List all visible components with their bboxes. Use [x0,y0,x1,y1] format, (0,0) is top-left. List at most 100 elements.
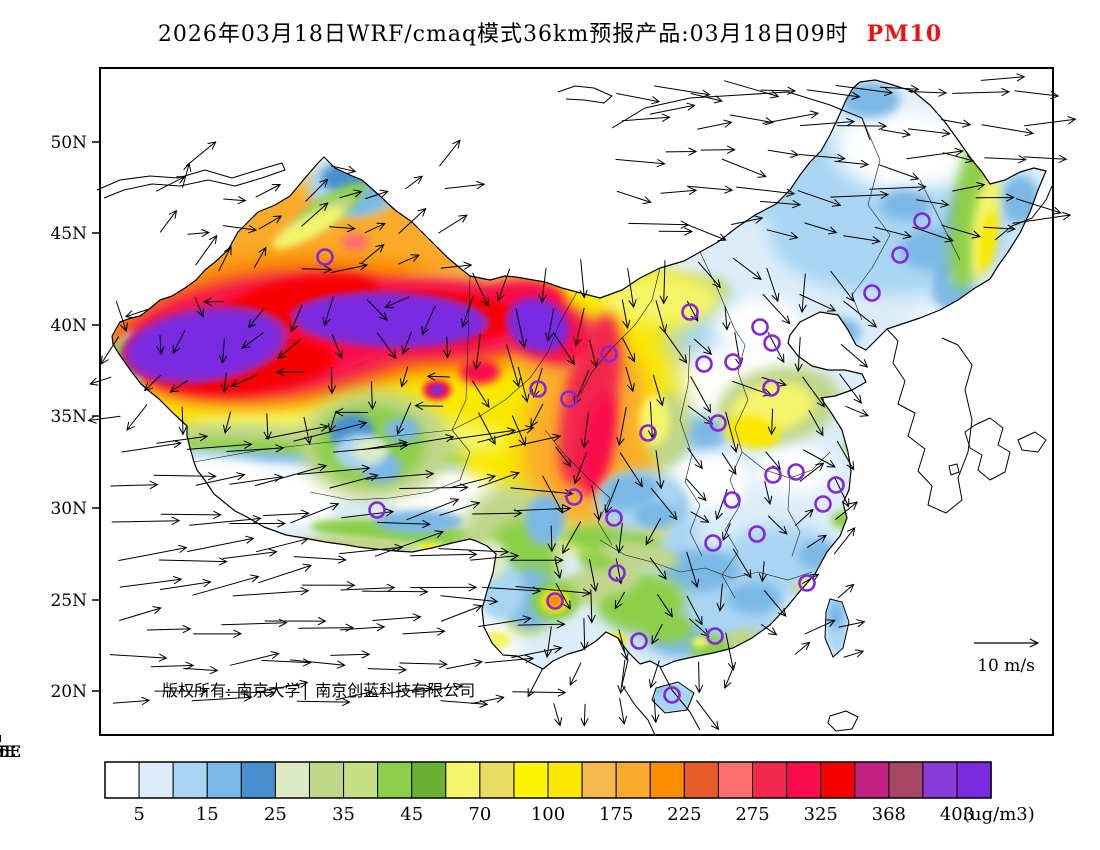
wind-arrow [569,662,582,687]
wind-arrow [908,88,948,97]
wind-arrow [591,485,602,521]
mongolia-north-border-outline [611,91,871,141]
wind-arrow [511,645,563,658]
field-blob [600,275,720,325]
wind-arrow [223,411,231,434]
wind-arrow [798,273,807,314]
wind-arrow [401,331,412,355]
wind-arrow [296,698,351,707]
wind-arrow [834,159,870,168]
wind-arrow [87,415,121,424]
wind-arrow [223,196,247,205]
province-border [309,429,471,501]
colorbar-cell [888,761,924,799]
colorbar-cell [343,761,379,799]
wind-arrow [509,556,564,565]
wind-arrow [401,434,455,446]
wind-arrow [399,366,409,388]
station-ring [724,353,742,371]
wind-arrow [305,178,329,202]
wind-arrow [835,501,858,520]
wind-arrow [687,447,703,470]
wind-arrow [795,508,814,526]
map-frame-border [99,67,1054,736]
wind-arrow [687,405,714,425]
wind-arrow [763,590,787,617]
wind-arrow [553,703,563,727]
wind-arrow [514,504,572,513]
wind-arrow [222,548,278,559]
colorbar-label: 15 [196,804,219,825]
wind-arrow [648,660,660,689]
station-ring [764,466,782,484]
wind-arrow [621,113,671,122]
colorbar-cell [240,761,276,799]
wind-arrow [589,559,599,592]
lat-tick-label: 25N [50,591,87,611]
wind-arrow [376,520,431,529]
wind-arrow [150,661,195,670]
wind-arrow [984,155,1027,164]
wind-arrow [290,304,303,333]
pollutant-label: PM10 [866,21,943,47]
wind-arrow [367,665,408,674]
wind-arrow [263,413,272,441]
wind-arrow [241,332,264,349]
colorbar-cell [581,761,617,799]
wind-arrow [195,234,218,266]
wind-arrow [301,581,356,590]
wind-arrow [686,185,734,194]
wind-arrow [663,330,688,364]
wind-arrow [258,215,283,230]
wind-arrow [506,344,521,388]
lon-tick-label: 110E [0,742,21,761]
wind-arrow [615,522,624,554]
station-ring [639,424,657,442]
wind-arrow [443,336,452,359]
wind-arrow [837,583,855,599]
wind-arrow [439,139,461,167]
wind-arrow [645,518,661,546]
wind-arrow [398,254,420,265]
wind-arrow [373,684,433,695]
wind-scale-label: 10 m/s [977,656,1035,676]
station-ring [565,488,583,506]
colorbar-cell [104,761,140,799]
province-border [579,267,661,396]
wind-arrow [289,659,346,669]
field-clipped-layer [112,80,1046,713]
wind-arrow [517,366,530,403]
wind-arrow [916,199,950,208]
wind-arrow [195,472,246,486]
wind-arrow [247,308,265,329]
wind-arrow [374,530,444,557]
wind-arrow [182,162,192,188]
wind-arrow [834,478,850,508]
wind-arrow [367,299,388,321]
wind-arrow [339,189,363,199]
wind-arrow [322,295,334,327]
plot-frame [99,67,1054,736]
province-border [193,429,453,463]
wind-arrow [158,557,228,566]
wind-arrow [334,408,369,417]
field-blob [831,511,859,529]
wind-arrow [836,440,855,471]
balkhash-lake-outline [96,162,286,199]
station-ring [814,495,832,513]
wind-arrow [941,224,981,239]
wind-arrow [232,587,310,597]
wind-arrow [449,473,497,489]
wind-arrow [118,544,188,561]
wind-arrow [1012,212,1072,224]
wind-arrow [649,557,667,580]
wind-arrow [804,619,836,635]
wind-arrow [515,586,592,597]
wind-arrow [187,229,211,238]
wind-arrow [650,487,678,521]
wind-arrow [484,654,535,664]
colorbar-cell [615,761,651,799]
province-border [851,117,891,321]
wind-arrow [110,480,159,489]
